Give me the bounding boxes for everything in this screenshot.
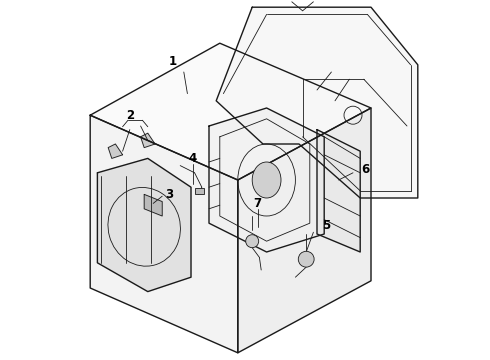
Text: 5: 5 bbox=[322, 219, 330, 231]
Text: 4: 4 bbox=[189, 152, 197, 165]
Polygon shape bbox=[108, 144, 122, 158]
Polygon shape bbox=[209, 108, 324, 252]
Text: 2: 2 bbox=[126, 109, 134, 122]
Circle shape bbox=[298, 251, 314, 267]
Text: 7: 7 bbox=[253, 197, 262, 210]
Bar bbox=[195, 188, 204, 194]
Polygon shape bbox=[216, 7, 418, 198]
Circle shape bbox=[245, 235, 259, 248]
Polygon shape bbox=[90, 43, 371, 180]
Polygon shape bbox=[144, 194, 162, 216]
Polygon shape bbox=[90, 115, 238, 353]
Text: 1: 1 bbox=[169, 55, 177, 68]
Polygon shape bbox=[141, 133, 155, 148]
Polygon shape bbox=[98, 158, 191, 292]
Ellipse shape bbox=[252, 162, 281, 198]
Polygon shape bbox=[238, 108, 371, 353]
Text: 3: 3 bbox=[165, 188, 173, 201]
Polygon shape bbox=[317, 130, 360, 252]
Text: 6: 6 bbox=[362, 163, 370, 176]
